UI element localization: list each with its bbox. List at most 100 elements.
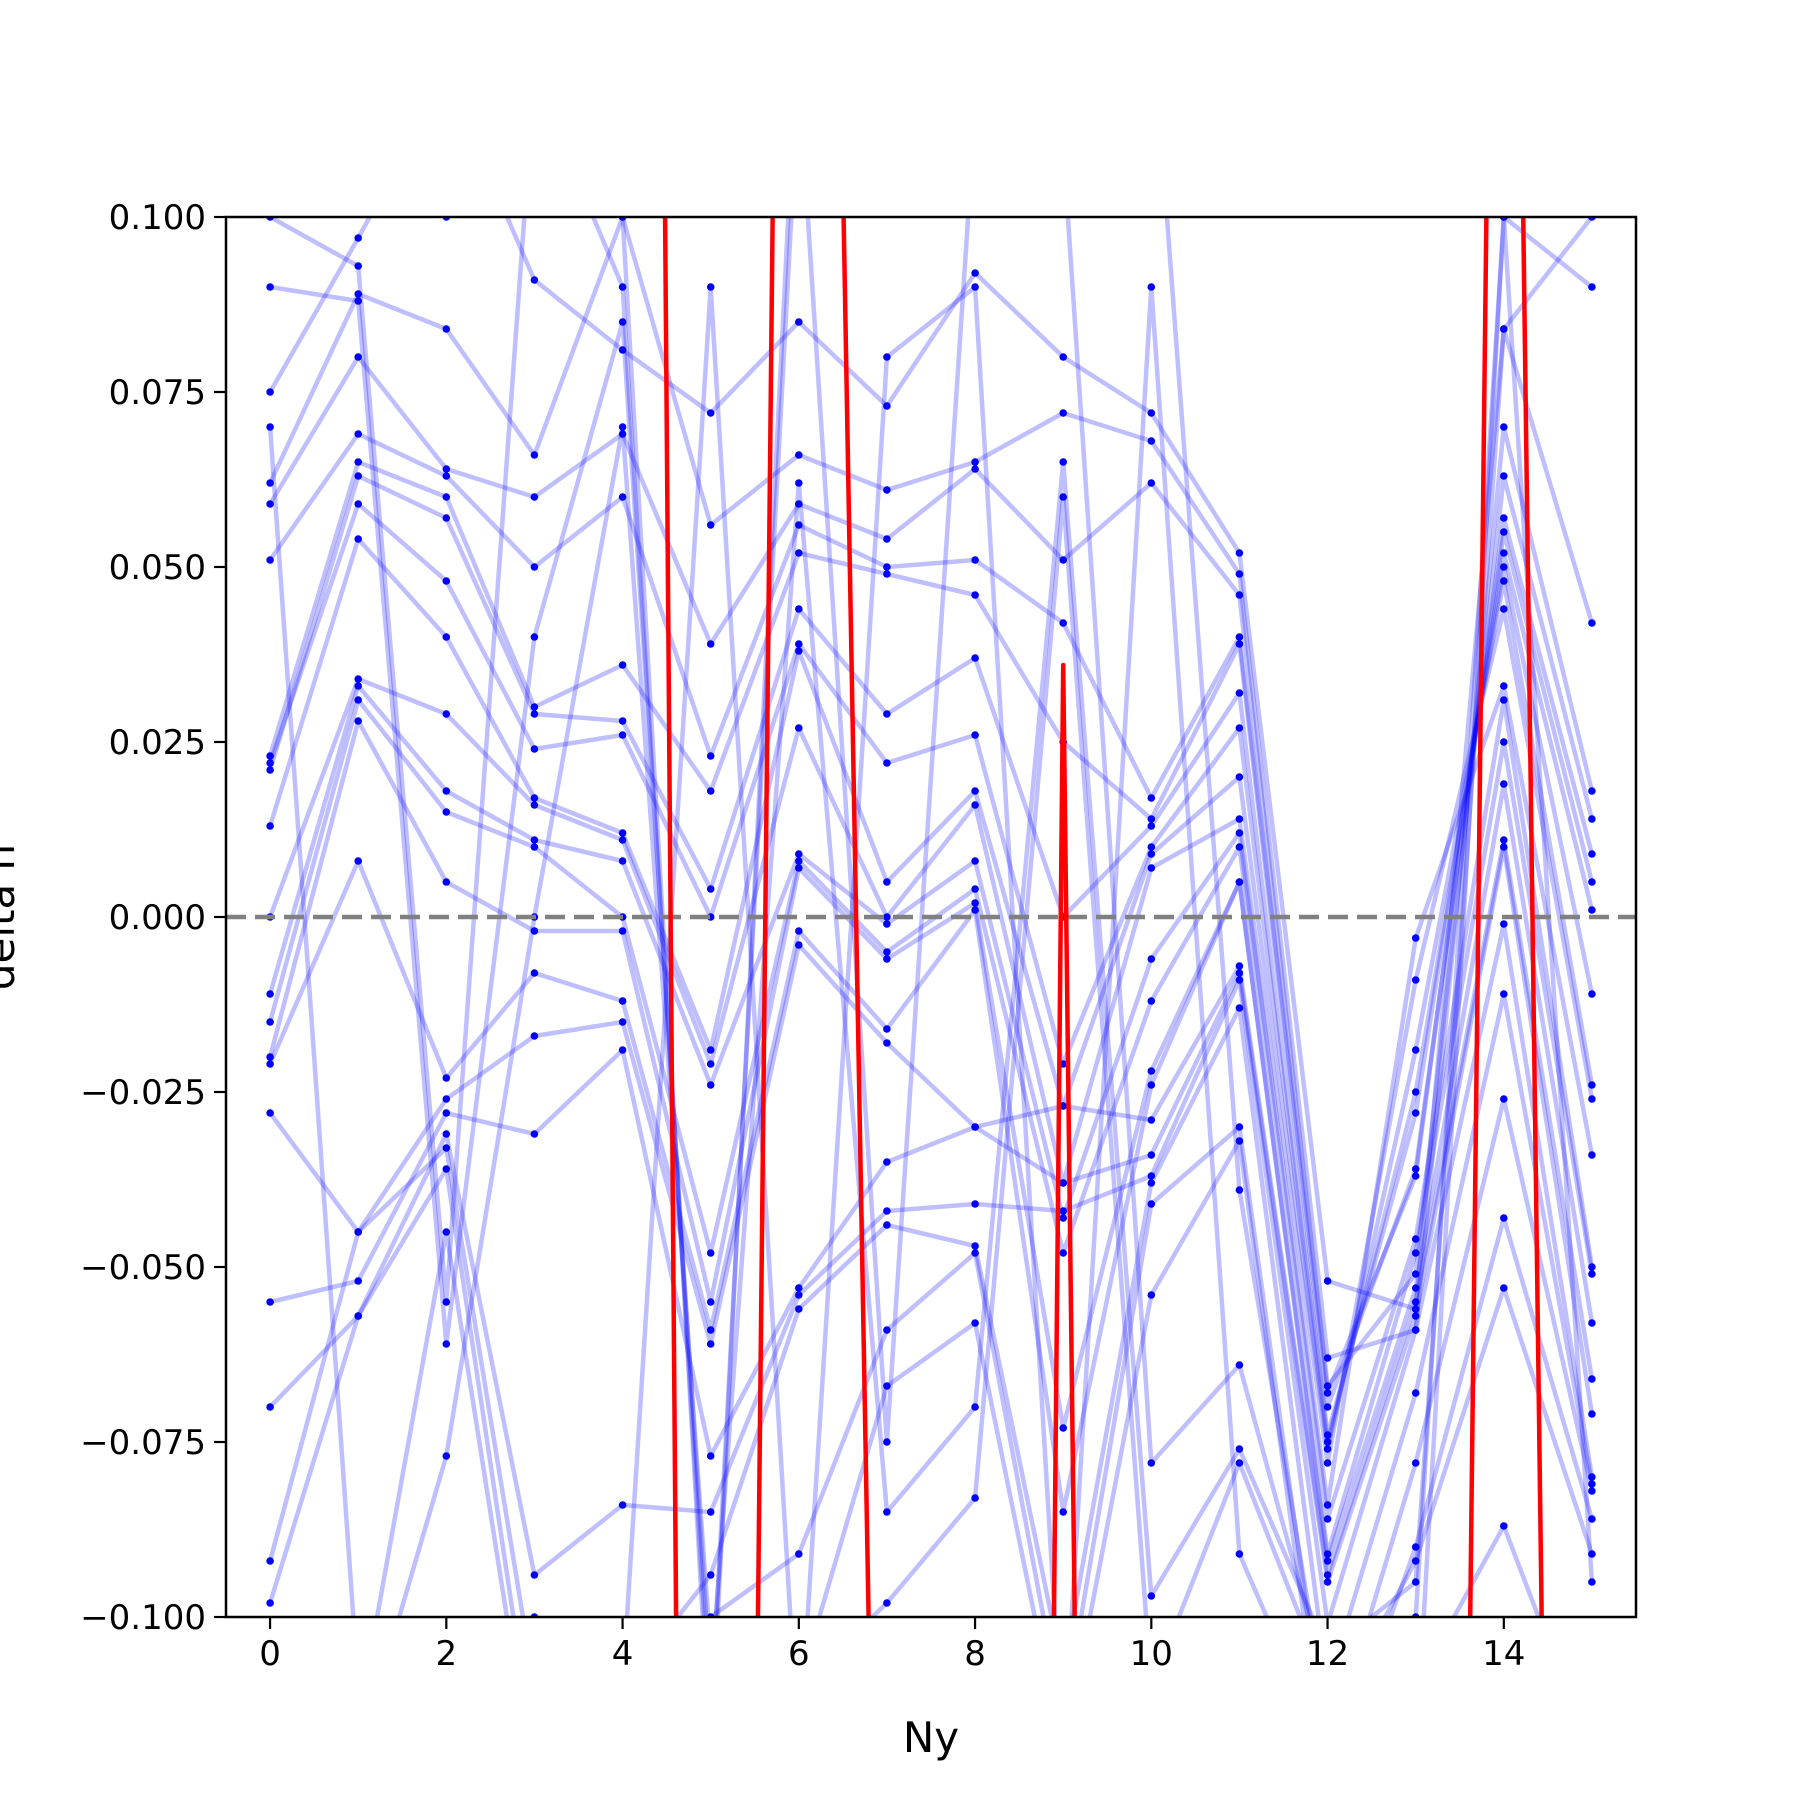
sample-point-9-0 xyxy=(266,990,274,998)
sample-point-14-15 xyxy=(1588,1410,1596,1418)
sample-point-3-1 xyxy=(354,430,363,438)
sample-point-7-15 xyxy=(1588,1081,1596,1089)
sample-point-18-11 xyxy=(1235,1137,1244,1145)
sample-point-1-6 xyxy=(795,451,803,459)
sample-point-0-7 xyxy=(883,402,891,410)
sample-point-14-1 xyxy=(354,1277,363,1285)
sample-point-2-1 xyxy=(354,353,363,361)
sample-point-3-5 xyxy=(706,752,715,760)
sample-point-17-11 xyxy=(1235,1123,1244,1131)
sample-point-0-10 xyxy=(1147,409,1156,417)
sample-point-5-13 xyxy=(1411,1109,1420,1117)
sample-point-15-13 xyxy=(1411,1326,1420,1334)
sample-point-4-14 xyxy=(1500,528,1508,536)
sample-point-1-8 xyxy=(971,458,979,466)
sample-point-16-15 xyxy=(1588,1480,1596,1488)
x-tick-label-0: 0 xyxy=(259,1634,281,1674)
sample-point-6-3 xyxy=(530,745,539,753)
sample-point-0-0 xyxy=(266,388,274,396)
sample-point-8-2 xyxy=(442,710,451,718)
sample-point-8-8 xyxy=(971,801,979,809)
sample-point-0-5 xyxy=(706,409,715,417)
sample-point-15-7 xyxy=(883,1207,891,1215)
sample-point-15-10 xyxy=(1147,1172,1156,1180)
sample-point-12-6 xyxy=(795,927,803,935)
sample-point-23-5 xyxy=(706,283,715,291)
sample-line-8 xyxy=(267,606,1595,1466)
sample-point-14-11 xyxy=(1235,969,1244,977)
sample-point-1-7 xyxy=(883,486,891,494)
sample-line-12 xyxy=(268,781,1595,1564)
sample-point-4-3 xyxy=(530,703,539,711)
sample-point-15-2 xyxy=(442,1130,451,1138)
sample-line-10 xyxy=(267,697,1595,1522)
sample-point-16-0 xyxy=(266,1557,274,1565)
sample-point-10-5 xyxy=(706,1249,715,1257)
sample-point-7-12 xyxy=(1323,1445,1332,1453)
sample-point-13-4 xyxy=(618,1018,627,1026)
sample-point-2-15 xyxy=(1588,815,1596,823)
sample-point-6-6 xyxy=(795,640,803,648)
sample-point-5-11 xyxy=(1235,689,1244,697)
sample-point-5-1 xyxy=(354,472,363,480)
sample-point-4-6 xyxy=(795,549,803,557)
sample-point-4-4 xyxy=(618,661,627,669)
sample-point-18-7 xyxy=(883,1382,891,1390)
sample-point-18-8 xyxy=(971,1319,979,1327)
sample-point-6-1 xyxy=(354,500,363,508)
sample-point-11-13 xyxy=(1411,1249,1420,1257)
sample-point-7-11 xyxy=(1235,773,1244,781)
sample-point-6-8 xyxy=(971,731,979,739)
sample-point-23-10 xyxy=(1147,283,1156,291)
sample-point-3-4 xyxy=(618,493,627,501)
sample-point-10-13 xyxy=(1411,1235,1420,1243)
sample-point-11-15 xyxy=(1588,1270,1596,1278)
sample-point-6-7 xyxy=(883,759,891,767)
sample-point-18-15 xyxy=(1588,1515,1596,1523)
sample-point-2-10 xyxy=(1147,479,1156,487)
sample-point-1-0 xyxy=(266,479,274,487)
sample-point-8-7 xyxy=(883,913,891,921)
sample-point-17-7 xyxy=(883,1326,891,1334)
sample-point-2-12 xyxy=(1323,1382,1332,1390)
sample-point-16-7 xyxy=(883,1221,891,1229)
sample-point-10-10 xyxy=(1147,997,1156,1005)
sample-point-7-6 xyxy=(795,647,803,655)
sample-point-4-10 xyxy=(1147,815,1156,823)
sample-point-10-15 xyxy=(1588,1263,1596,1271)
sample-point-13-14 xyxy=(1500,836,1508,844)
sample-line-18 xyxy=(374,1138,1595,1617)
sample-point-4-12 xyxy=(1323,1403,1332,1411)
sample-point-18-14 xyxy=(1500,1214,1508,1222)
sample-point-10-2 xyxy=(442,808,451,816)
sample-point-21-3 xyxy=(530,633,539,641)
outlier-line-1 xyxy=(755,217,775,1617)
sample-line-6 xyxy=(267,501,1595,1445)
sample-point-3-6 xyxy=(795,521,803,529)
sample-point-21-0 xyxy=(266,283,274,291)
sample-point-3-13 xyxy=(1411,1172,1420,1180)
sample-point-16-14 xyxy=(1500,990,1508,998)
sample-point-5-0 xyxy=(266,766,274,774)
sample-point-23-8 xyxy=(971,283,979,291)
sample-point-4-15 xyxy=(1588,878,1596,886)
sample-point-9-2 xyxy=(442,787,451,795)
sample-point-7-1 xyxy=(354,535,363,543)
sample-point-17-14 xyxy=(1500,1095,1508,1103)
sample-point-14-3 xyxy=(530,1130,539,1138)
x-axis: 0 2 4 6 8 10 12 14 xyxy=(259,1617,1525,1674)
sample-point-13-3 xyxy=(530,1032,539,1040)
sample-point-15-9 xyxy=(1059,1207,1067,1215)
sample-point-14-4 xyxy=(618,1046,627,1054)
sample-point-3-10 xyxy=(1147,794,1156,802)
sample-point-7-13 xyxy=(1411,1046,1420,1054)
sample-point-6-12 xyxy=(1323,1438,1332,1446)
sample-point-14-5 xyxy=(706,1452,715,1460)
sample-point-14-7 xyxy=(883,1158,891,1166)
sample-point-22-2 xyxy=(442,1452,451,1460)
sample-point-21-14 xyxy=(1500,325,1508,333)
sample-point-0-13 xyxy=(1411,1305,1420,1313)
sample-point-5-5 xyxy=(706,885,715,893)
sample-point-9-11 xyxy=(1235,829,1244,837)
sample-point-10-11 xyxy=(1235,843,1244,851)
